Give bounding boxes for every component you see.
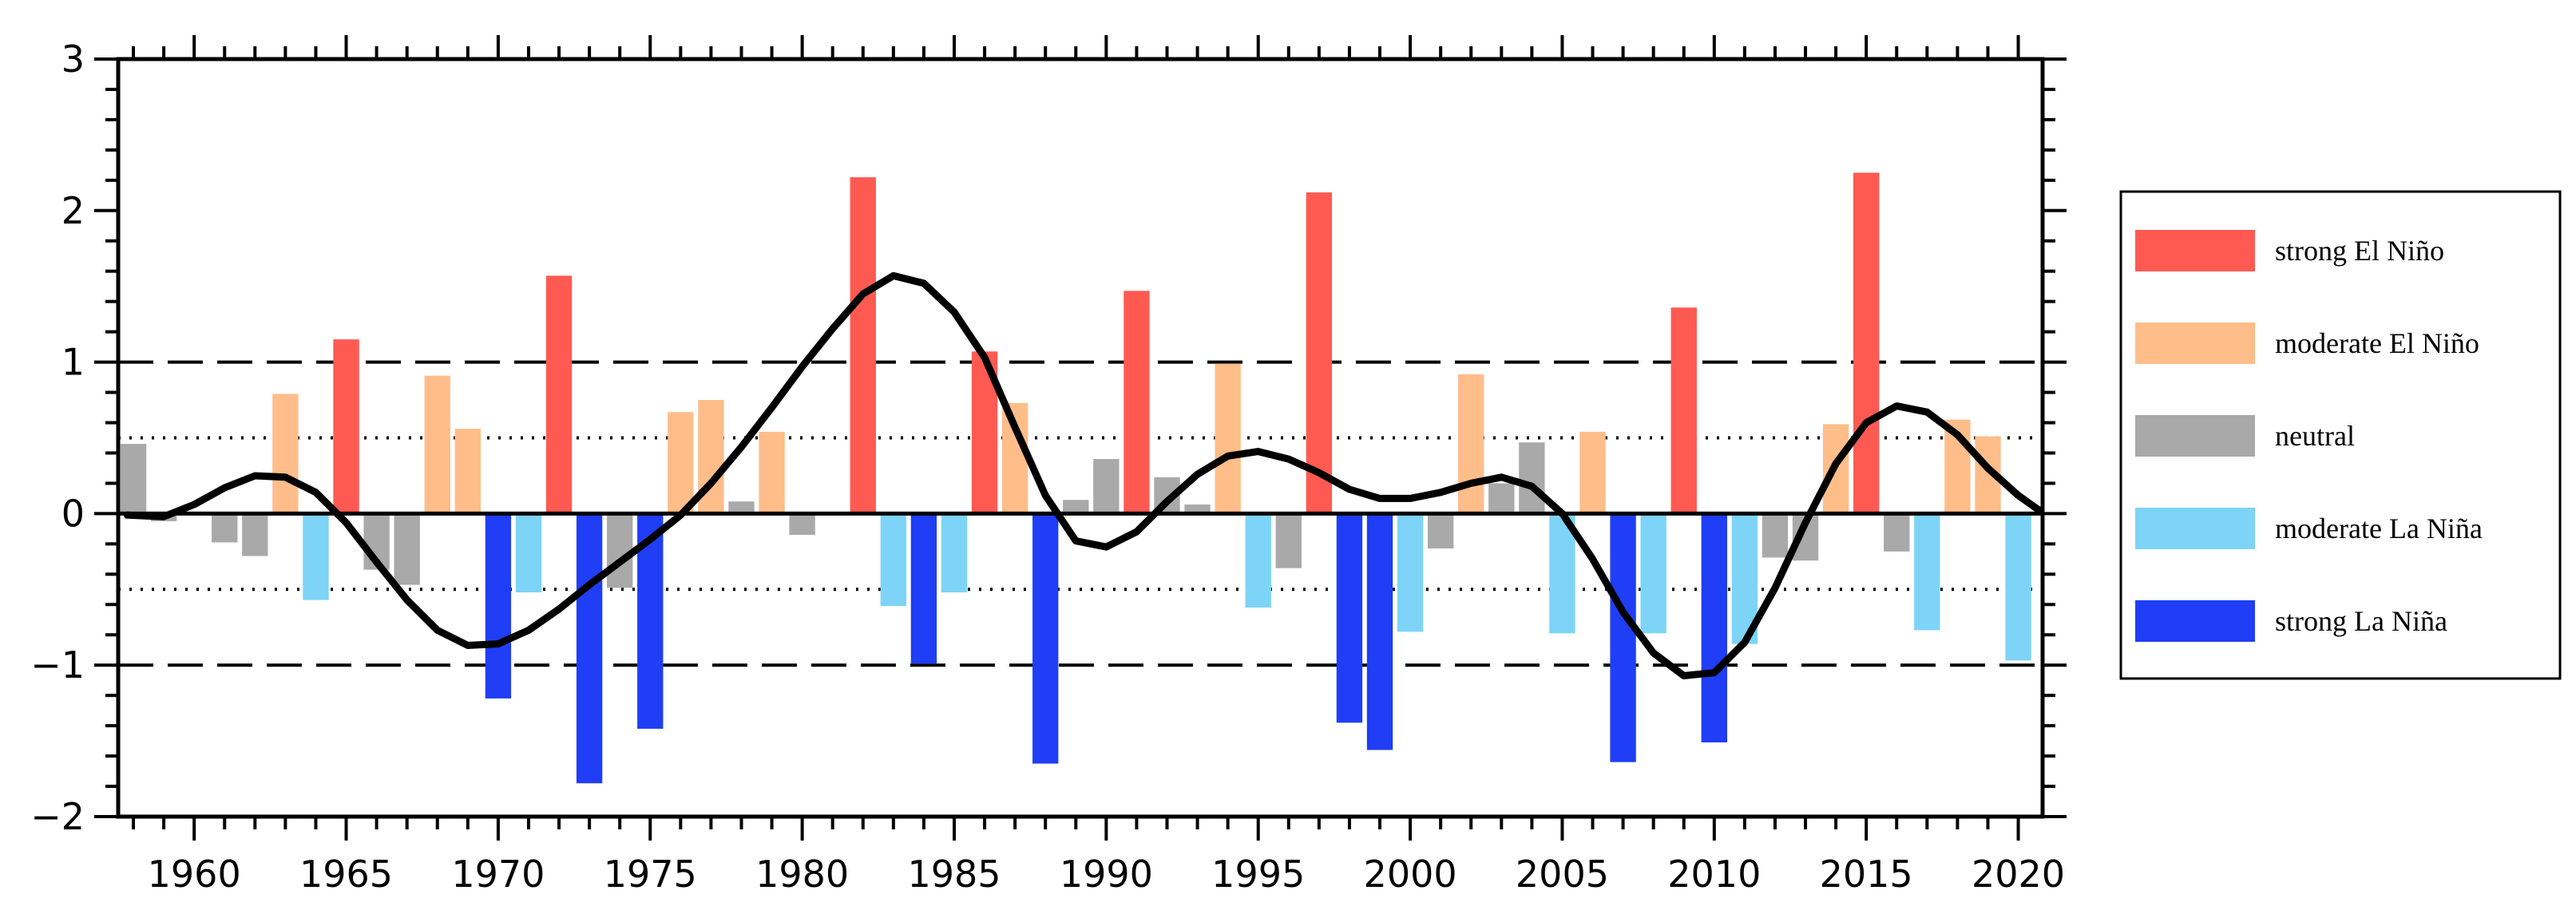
legend-swatch-moderate-la-nina [2135,508,2255,549]
x-tick-label-2010: 2010 [1667,853,1761,896]
y-tick-label: 3 [61,38,85,81]
y-tick-label: 1 [61,341,85,384]
legend-swatch-moderate-el-nino [2135,322,2255,364]
bar-2017 [1914,513,1940,631]
bar-1988 [1032,513,1059,764]
bar-1972 [545,275,573,514]
y-tick-label: 0 [61,492,85,535]
x-tick-label-1975: 1975 [604,853,697,896]
bar-1985 [941,513,968,593]
legend-label-moderate-el-nino: moderate El Niño [2275,327,2479,359]
bar-1998 [1336,513,1363,723]
y-tick-label: 2 [61,189,85,232]
x-axis-tick-labels: 1960 1965 1970 1975 1980 1985 1990 1995 2000 2005… [148,853,2065,896]
bar-1996 [1275,513,1302,568]
bar-2009 [1670,307,1697,514]
legend-swatch-neutral [2135,415,2255,457]
x-tick-label-1965: 1965 [299,853,393,896]
bar-2003 [1488,483,1515,514]
bar-1979 [759,431,785,514]
axis-ticks [94,35,2067,841]
legend-swatch-strong-el-nino [2135,230,2255,271]
bar-2002 [1458,374,1484,514]
bar-1967 [394,513,420,585]
bar-1984 [910,513,937,664]
x-tick-label-1960: 1960 [148,853,241,896]
bar-2015 [1853,172,1880,514]
bar-1989 [1063,500,1089,514]
bar-2016 [1884,513,1910,552]
bars-layer [120,172,2031,784]
bar-2007 [1610,513,1636,762]
bar-1982 [850,177,876,514]
bar-1980 [789,513,815,535]
bar-1968 [424,375,450,514]
bar-2008 [1640,513,1666,634]
bar-1978 [728,501,755,514]
bar-2010 [1701,513,1727,742]
legend-label-strong-el-nino: strong El Niño [2275,235,2444,267]
bar-2006 [1579,431,1606,514]
x-tick-label-1985: 1985 [907,853,1001,896]
bar-1976 [668,412,694,514]
bar-1964 [303,513,329,600]
plot-frame [116,57,2045,819]
bar-1983 [880,513,907,607]
bar-1958 [120,444,147,514]
bar-1971 [515,513,542,593]
bar-1999 [1366,513,1393,750]
x-tick-label-2020: 2020 [1972,853,2065,896]
legend-swatch-strong-la-nina [2135,600,2255,642]
bar-1962 [242,513,268,556]
bar-2012 [1762,513,1789,558]
y-tick-label: −1 [30,643,85,687]
y-tick-label: −2 [30,795,85,838]
bar-1995 [1245,513,1271,608]
bar-1961 [212,513,238,543]
x-tick-label-1990: 1990 [1060,853,1153,896]
x-tick-label-1980: 1980 [755,853,849,896]
bar-1991 [1124,291,1150,514]
bar-2004 [1519,442,1545,514]
legend-label-moderate-la-nina: moderate La Niña [2275,512,2483,544]
bar-1993 [1184,505,1211,514]
bar-1990 [1093,459,1120,514]
smoothed-index-line [123,271,2043,679]
smoothed-curve-layer [123,271,2043,679]
bar-1965 [333,339,359,514]
bar-1997 [1306,192,1333,514]
bar-2005 [1549,513,1575,634]
bar-1969 [454,429,482,514]
bar-1973 [576,513,603,784]
legend: strong El Niño moderate El Niño neutral mod… [2119,190,2562,680]
y-axis-tick-labels: −2 −1 0 1 2 3 [30,38,85,838]
legend-label-strong-la-nina: strong La Niña [2275,605,2447,637]
bar-1994 [1215,363,1241,514]
legend-label-neutral: neutral [2275,420,2355,452]
bar-2001 [1427,513,1454,549]
bar-2020 [2005,513,2031,661]
x-tick-label-2000: 2000 [1364,853,1457,896]
bar-1963 [272,394,299,514]
x-tick-label-1995: 1995 [1211,853,1305,896]
bar-1970 [485,513,512,698]
x-tick-label-1970: 1970 [451,853,545,896]
x-tick-label-2005: 2005 [1516,853,1609,896]
bar-1974 [607,513,633,588]
bar-2000 [1397,513,1424,632]
x-tick-label-2015: 2015 [1820,853,1913,896]
